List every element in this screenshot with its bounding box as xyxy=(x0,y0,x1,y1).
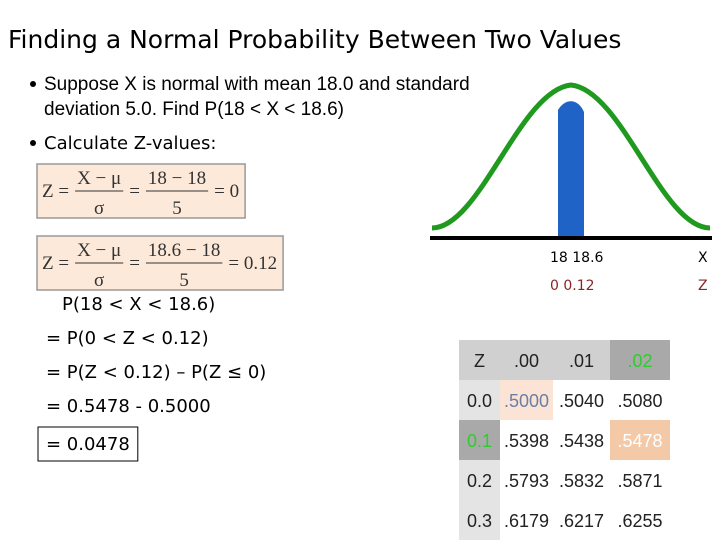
table-cell-text: .5398 xyxy=(504,431,549,451)
table-cell xyxy=(500,380,553,420)
table-cell-text: 0.2 xyxy=(467,471,492,491)
formula-text: = 0 xyxy=(214,181,239,202)
formula-text: Z = xyxy=(42,253,69,274)
table-cell xyxy=(500,420,553,460)
table-header: .02 xyxy=(627,351,652,371)
z-table: Z .00 .01 .02 0.0 .5000 .5040 .5080 0.1 .5398 .543… xyxy=(459,340,670,540)
result-box xyxy=(37,426,139,462)
table-cell-text: 0.1 xyxy=(467,431,492,451)
denominator: σ xyxy=(94,198,104,219)
table-cell xyxy=(500,500,553,540)
table-cell-text: .5438 xyxy=(559,431,604,451)
table-cell-text: .5040 xyxy=(559,391,604,411)
table-cell xyxy=(459,500,500,540)
table-header: .00 xyxy=(514,351,539,371)
table-cell xyxy=(553,460,610,500)
numerator: X − μ xyxy=(77,168,121,189)
z-axis-label: Z xyxy=(698,278,708,294)
x-axis-label: X xyxy=(698,250,708,266)
table-cell xyxy=(610,420,670,460)
table-header: .01 xyxy=(569,351,594,371)
table-cell xyxy=(459,340,500,380)
formulas: Z = X − μ σ = 18 − 18 5 = 0 Z = X − μ σ = 18.6 − 18… xyxy=(36,163,284,291)
calculation: P(18 < X < 18.6) = P(0 < Z < 0.12) = P(Z <… xyxy=(37,294,266,462)
formula-box xyxy=(36,163,246,219)
table-cell xyxy=(500,460,553,500)
table-cell-text: .5793 xyxy=(504,471,549,491)
table-cell-text: .5478 xyxy=(617,431,662,451)
calc-line: = P(Z < 0.12) – P(Z ≤ 0) xyxy=(46,362,266,383)
table-cell xyxy=(553,340,610,380)
table-cell-text: .5080 xyxy=(617,391,662,411)
table-cell-text: .5832 xyxy=(559,471,604,491)
result: = 0.0478 xyxy=(46,434,130,455)
title: Finding a Normal Probability Between Two… xyxy=(8,25,621,54)
table-header: Z xyxy=(474,351,485,371)
bullet-dot xyxy=(30,81,36,87)
formula-text: = xyxy=(129,253,140,274)
denominator: 5 xyxy=(179,270,189,291)
table-cell xyxy=(610,380,670,420)
z-values: 0 0.12 xyxy=(550,278,595,294)
table-cell-text: 0.3 xyxy=(467,511,492,531)
bullet-text: Suppose X is normal with mean 18.0 and s… xyxy=(44,74,470,95)
formula-text: Z = xyxy=(42,181,69,202)
table-cell xyxy=(459,420,500,460)
calc-line: P(18 < X < 18.6) xyxy=(62,294,215,315)
table-cell xyxy=(500,340,553,380)
numerator: X − μ xyxy=(77,240,121,261)
table-cell xyxy=(553,500,610,540)
formula: Z = X − μ σ = 18 − 18 5 = 0 xyxy=(36,163,246,219)
formula-text: = xyxy=(129,181,140,202)
table-cell xyxy=(610,340,670,380)
table-cell-text: .6255 xyxy=(617,511,662,531)
table-cell-text: .5000 xyxy=(504,391,549,411)
formula: Z = X − μ σ = 18.6 − 18 5 = 0.12 xyxy=(36,235,284,291)
table-cell xyxy=(459,460,500,500)
bullet-dot xyxy=(30,140,36,146)
table-cell xyxy=(610,460,670,500)
table-cell-text: .6179 xyxy=(504,511,549,531)
table-cell-text: .5871 xyxy=(617,471,662,491)
formula-text: = 0.12 xyxy=(228,253,277,274)
table-cell-text: 0.0 xyxy=(467,391,492,411)
calc-line: = P(0 < Z < 0.12) xyxy=(46,328,209,349)
calc-line: = 0.5478 - 0.5000 xyxy=(46,396,211,417)
numerator: 18.6 − 18 xyxy=(148,240,220,261)
numerator: 18 − 18 xyxy=(148,168,206,189)
table-cell-text: .6217 xyxy=(559,511,604,531)
table-cell xyxy=(553,380,610,420)
bullet-text: Calculate Z-values: xyxy=(44,133,216,154)
x-values: 18 18.6 xyxy=(550,250,604,266)
denominator: σ xyxy=(94,270,104,291)
bell-curve xyxy=(431,82,711,231)
bullet-text: deviation 5.0. Find P(18 < X < 18.6) xyxy=(44,99,344,120)
table-cell xyxy=(610,500,670,540)
denominator: 5 xyxy=(172,198,182,219)
shaded-area xyxy=(558,101,584,237)
table-cell xyxy=(553,420,610,460)
table-cell xyxy=(459,380,500,420)
